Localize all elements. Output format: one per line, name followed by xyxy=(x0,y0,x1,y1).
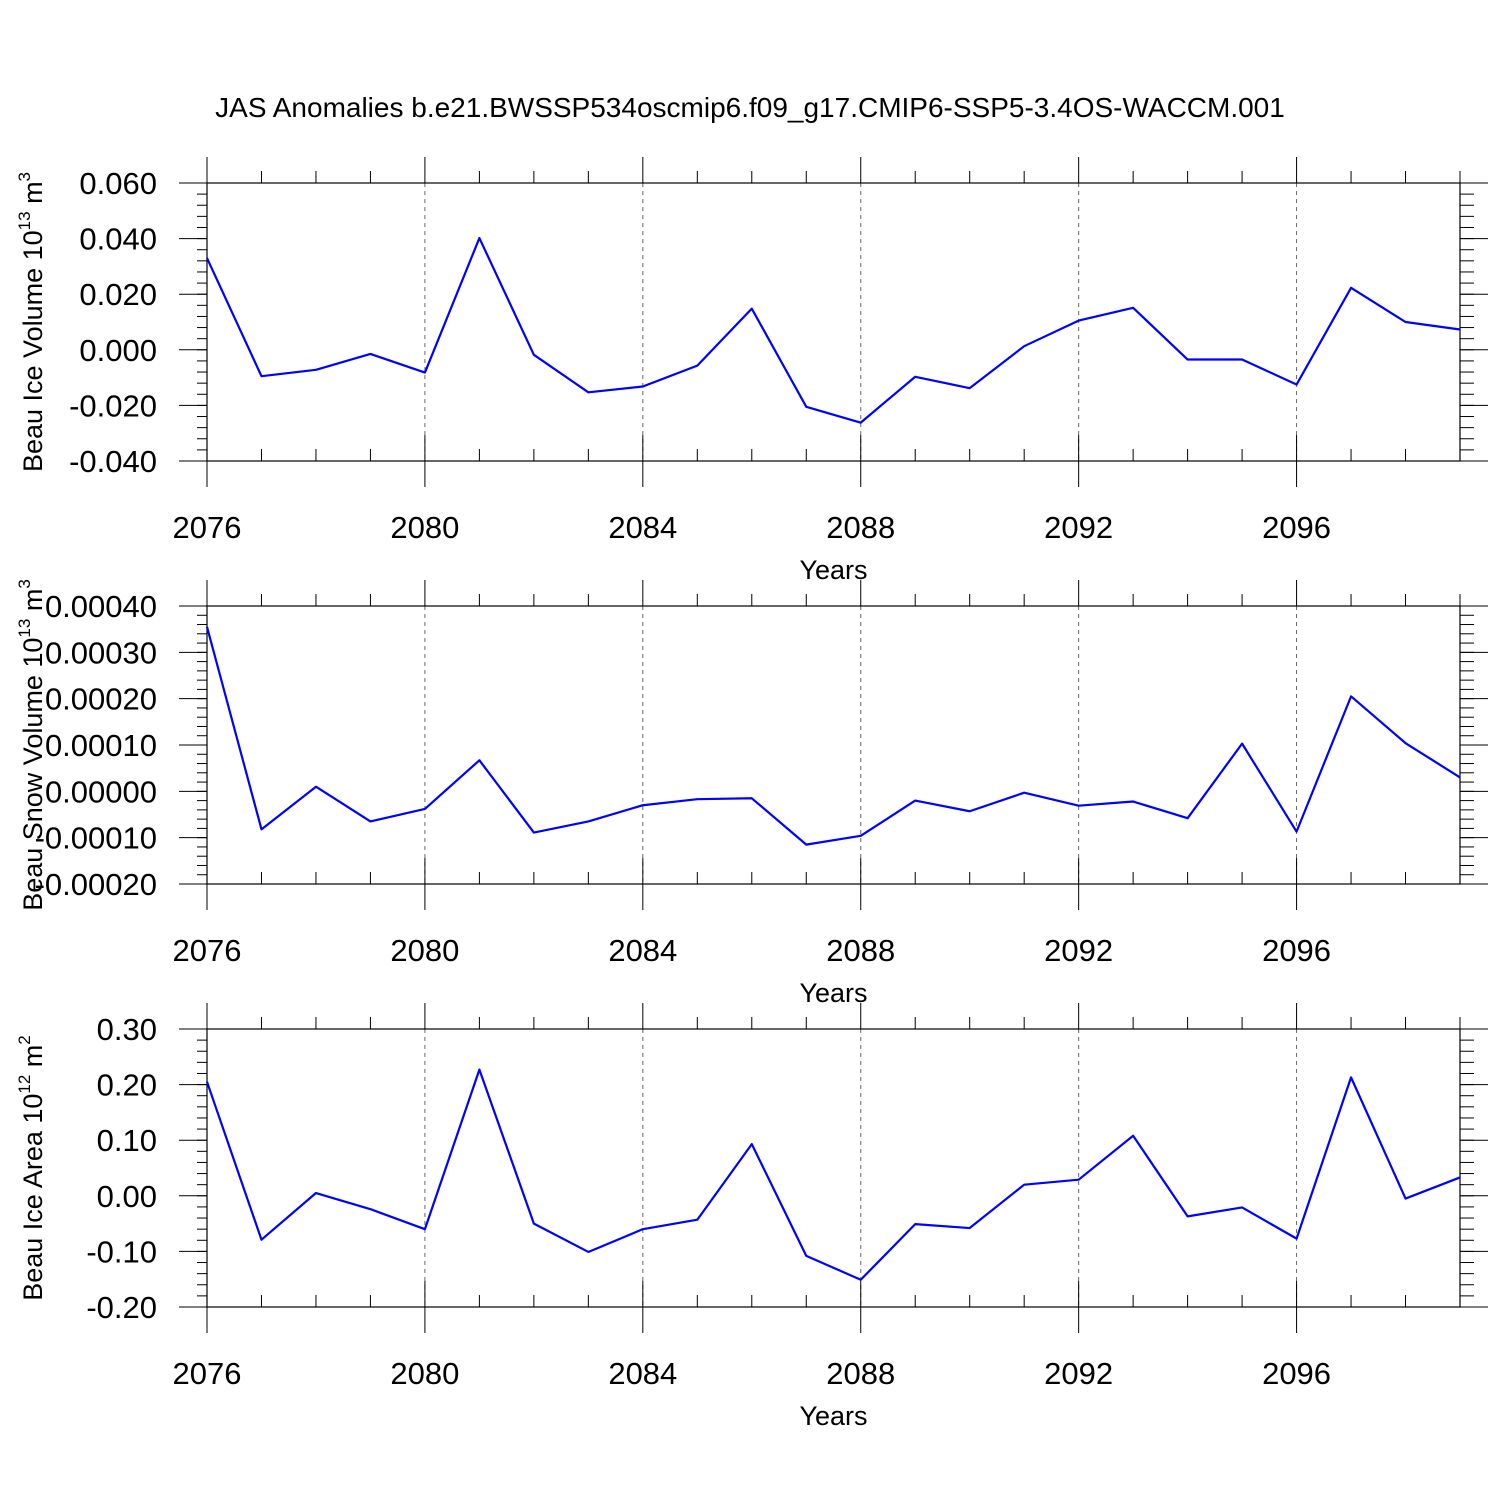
y-tick-label: 0.060 xyxy=(79,166,157,201)
y-tick-label: 0.040 xyxy=(79,222,157,257)
y-label-exponent: 13 xyxy=(15,211,34,230)
x-tick-label: 2084 xyxy=(608,510,677,545)
y-tick-label: 0.10 xyxy=(97,1123,157,1158)
panel-2: -0.00020 -0.00010 0.00000 0.00010 0.00020 0.0… xyxy=(15,579,1488,1008)
x-tick-label: 2080 xyxy=(390,933,459,968)
x-tick-label: 2080 xyxy=(390,510,459,545)
y-tick-label: 0.000 xyxy=(79,333,157,368)
y-tick-label: 0.00010 xyxy=(45,728,157,763)
x-tick-label: 2092 xyxy=(1044,1356,1113,1391)
y-tick-label: 0.20 xyxy=(97,1068,157,1103)
x-tick-label: 2088 xyxy=(826,1356,895,1391)
x-tick-label: 2088 xyxy=(826,510,895,545)
x-tick-label: 2076 xyxy=(173,510,242,545)
y-tick-label: -0.20 xyxy=(86,1290,157,1325)
x-tick-label: 2084 xyxy=(608,933,677,968)
y-label-unit-exponent: 3 xyxy=(15,172,34,181)
x-axis-label: Years xyxy=(799,978,867,1008)
y-label-unit-exponent: 2 xyxy=(15,1035,34,1044)
y-tick-label: -0.00010 xyxy=(35,821,157,856)
y-axis-label: Beau Snow Volume 1013 m3 xyxy=(15,579,48,911)
y-tick-label: -0.040 xyxy=(69,444,157,479)
y-axis-label: Beau Ice Area 1012 m2 xyxy=(15,1035,48,1301)
panel-3: -0.20 -0.10 0.00 0.10 0.20 0.30 2076 2080 2084 20… xyxy=(15,1003,1488,1431)
x-tick-label: 2076 xyxy=(173,933,242,968)
x-tick-label: 2092 xyxy=(1044,510,1113,545)
y-tick-label: 0.00020 xyxy=(45,682,157,717)
x-tick-label: 2080 xyxy=(390,1356,459,1391)
y-label-text: Beau Ice Volume 10 xyxy=(18,230,48,472)
y-tick-label: -0.10 xyxy=(86,1234,157,1269)
y-label-exponent: 13 xyxy=(15,619,34,638)
y-label-unit: m xyxy=(18,589,48,619)
y-tick-label: 0.00040 xyxy=(45,589,157,624)
chart-title: JAS Anomalies b.e21.BWSSP534oscmip6.f09_… xyxy=(215,92,1285,123)
y-axis-label: Beau Ice Volume 1013 m3 xyxy=(15,172,48,472)
x-tick-label: 2076 xyxy=(173,1356,242,1391)
panel-1: -0.040 -0.020 0.000 0.020 0.040 0.060 2076 2080… xyxy=(15,157,1488,585)
x-tick-label: 2088 xyxy=(826,933,895,968)
y-label-text: Beau Snow Volume 10 xyxy=(18,638,48,911)
x-axis-label: Years xyxy=(799,555,867,585)
y-tick-label: 0.30 xyxy=(97,1012,157,1047)
y-label-unit: m xyxy=(18,181,48,211)
x-tick-label: 2092 xyxy=(1044,933,1113,968)
y-tick-label: 0.00030 xyxy=(45,635,157,670)
plot-frame xyxy=(206,182,1461,462)
x-tick-label: 2096 xyxy=(1262,510,1331,545)
series-line xyxy=(205,626,1461,846)
plot-frame xyxy=(206,1028,1461,1308)
plot-frame xyxy=(206,605,1461,885)
series-line xyxy=(205,1068,1461,1281)
y-tick-label: 0.020 xyxy=(79,277,157,312)
y-tick-label: 0.00000 xyxy=(45,774,157,809)
x-axis-label: Years xyxy=(799,1401,867,1431)
y-label-unit: m xyxy=(18,1045,48,1075)
x-tick-label: 2096 xyxy=(1262,933,1331,968)
y-tick-label: -0.00020 xyxy=(35,867,157,902)
y-label-exponent: 12 xyxy=(15,1075,34,1094)
series-line xyxy=(206,236,1461,424)
x-tick-label: 2096 xyxy=(1262,1356,1331,1391)
y-label-text: Beau Ice Area 10 xyxy=(18,1094,48,1301)
y-tick-label: 0.00 xyxy=(97,1179,157,1214)
y-tick-label: -0.020 xyxy=(69,388,157,423)
x-tick-label: 2084 xyxy=(608,1356,677,1391)
y-label-unit-exponent: 3 xyxy=(15,579,34,588)
